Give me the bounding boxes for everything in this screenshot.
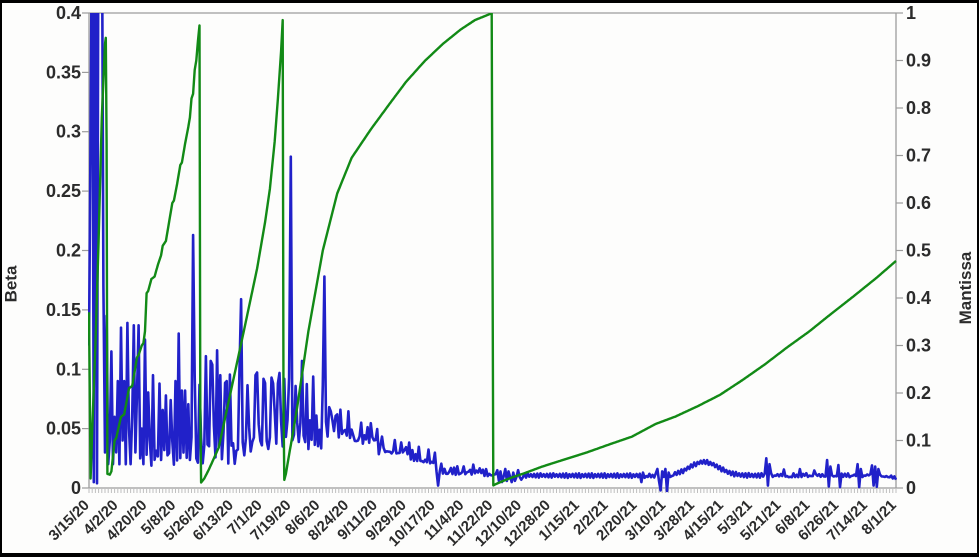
svg-text:0.8: 0.8 xyxy=(906,98,931,118)
svg-text:Mantissa: Mantissa xyxy=(956,251,975,324)
svg-text:1: 1 xyxy=(906,3,916,23)
svg-text:0.9: 0.9 xyxy=(906,51,931,71)
svg-text:0.2: 0.2 xyxy=(56,241,81,261)
svg-text:0.1: 0.1 xyxy=(906,431,931,451)
svg-text:0.25: 0.25 xyxy=(46,181,81,201)
svg-text:0.7: 0.7 xyxy=(906,146,931,166)
svg-text:0: 0 xyxy=(71,478,81,498)
svg-text:0: 0 xyxy=(906,478,916,498)
svg-text:0.1: 0.1 xyxy=(56,359,81,379)
svg-text:0.2: 0.2 xyxy=(906,383,931,403)
svg-text:0.05: 0.05 xyxy=(46,419,81,439)
svg-text:0.4: 0.4 xyxy=(906,288,931,308)
svg-text:Beta: Beta xyxy=(2,265,21,302)
svg-text:0.6: 0.6 xyxy=(906,193,931,213)
svg-text:0.3: 0.3 xyxy=(906,336,931,356)
svg-text:0.3: 0.3 xyxy=(56,122,81,142)
svg-text:0.15: 0.15 xyxy=(46,300,81,320)
svg-text:0.35: 0.35 xyxy=(46,62,81,82)
svg-text:0.5: 0.5 xyxy=(906,241,931,261)
svg-text:0.4: 0.4 xyxy=(56,3,81,23)
